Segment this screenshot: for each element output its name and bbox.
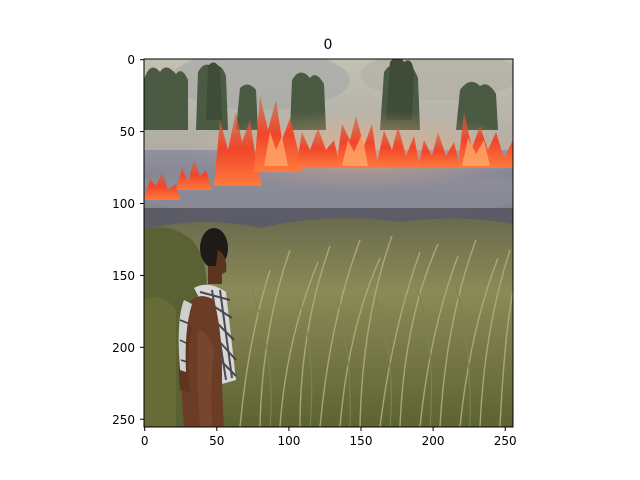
x-tick-label: 100: [277, 434, 300, 448]
x-tick: 0: [141, 427, 149, 448]
wildfire-photo: [144, 59, 513, 427]
y-tick: 50: [120, 125, 144, 139]
y-tick-label: 200: [112, 341, 135, 355]
y-axis: 0 50 100 150 200 250: [112, 53, 144, 427]
y-tick: 0: [127, 53, 144, 67]
x-axis: 0 50 100 150 200 250: [141, 427, 517, 448]
x-tick: 150: [350, 427, 373, 448]
y-tick-label: 50: [120, 125, 135, 139]
x-tick: 50: [209, 427, 224, 448]
y-tick: 150: [112, 269, 144, 283]
x-tick: 100: [277, 427, 300, 448]
y-tick-label: 0: [127, 53, 135, 67]
y-tick-label: 150: [112, 269, 135, 283]
x-tick-label: 200: [422, 434, 445, 448]
y-tick: 250: [112, 413, 144, 427]
x-tick: 250: [494, 427, 517, 448]
x-tick-label: 250: [494, 434, 517, 448]
y-tick: 200: [112, 341, 144, 355]
person-figure: [178, 228, 237, 427]
x-tick-label: 0: [141, 434, 149, 448]
plot-frame: [143, 58, 514, 428]
y-tick: 100: [112, 197, 144, 211]
figure-title: 0: [324, 37, 333, 53]
y-tick-label: 100: [112, 197, 135, 211]
y-tick-label: 250: [112, 413, 135, 427]
x-tick: 200: [422, 427, 445, 448]
x-tick-label: 50: [209, 434, 224, 448]
x-tick-label: 150: [350, 434, 373, 448]
